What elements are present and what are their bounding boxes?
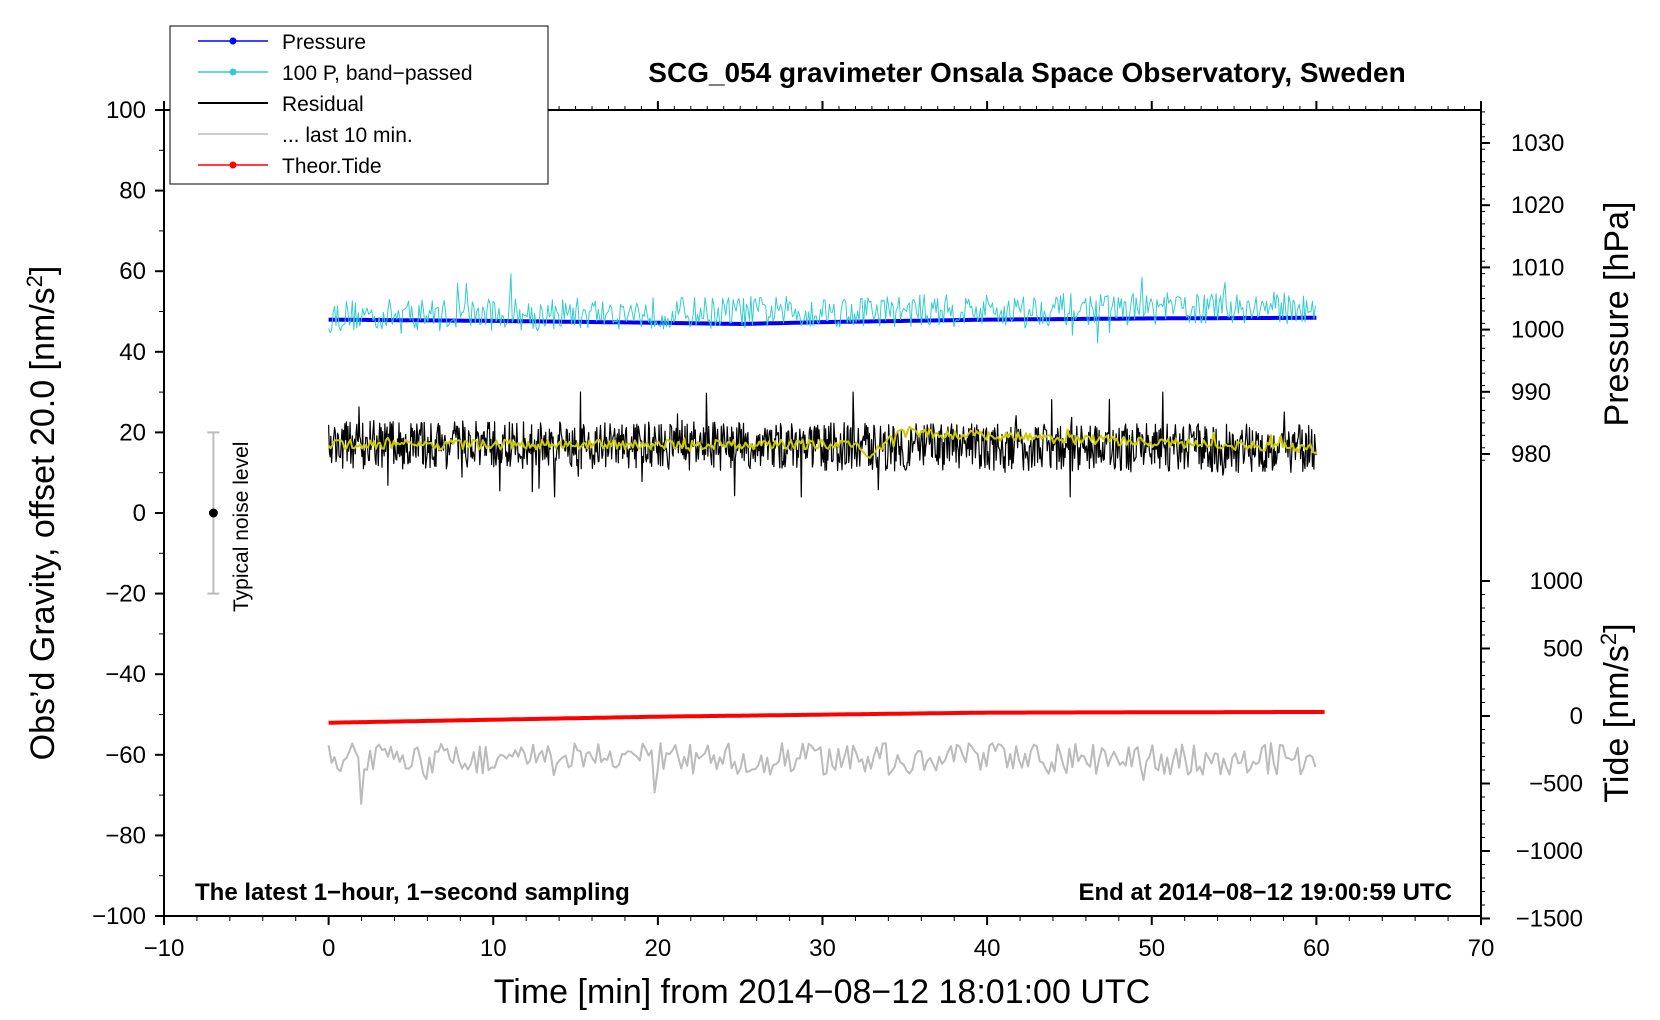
x-axis-ticks: −10 0 10 20 30 40 50 60 70: [144, 101, 1495, 962]
legend-label: Residual: [282, 93, 364, 116]
pressure-tick-label: 1020: [1511, 192, 1564, 219]
tide-tick-label: −1000: [1516, 838, 1583, 865]
legend-item-100-p-band-passed: 100 P, band−passed: [198, 62, 473, 85]
y-tick-label: −40: [105, 661, 146, 688]
tide-tick-label: 1000: [1530, 568, 1583, 595]
pressure-tick-label: 1030: [1511, 130, 1564, 157]
legend-item-residual: Residual: [198, 93, 364, 116]
x-tick-label: 20: [645, 935, 672, 962]
end-time-annotation: End at 2014−08−12 19:00:59 UTC: [1078, 879, 1452, 906]
y-axis-ticks: −100 −80 −60 −40 −20 0 20 40 60 80 100: [92, 97, 164, 930]
legend-label: 100 P, band−passed: [282, 62, 473, 85]
y-tick-label: 60: [119, 258, 146, 285]
residual-smoothed-line: [327, 425, 1317, 459]
legend-item-last-10-min: ... last 10 min.: [198, 124, 413, 147]
y-axis-title-sup: 2: [22, 275, 47, 287]
y-tick-label: −80: [105, 822, 146, 849]
legend-item-pressure: Pressure: [198, 31, 366, 54]
x-tick-label: 0: [322, 935, 335, 962]
tide-tick-label: 500: [1543, 636, 1583, 663]
noise-label: Typical noise level: [230, 442, 253, 612]
legend-marker: [229, 161, 237, 169]
tide-axis-title: Tide [nm/s2]: [1596, 623, 1637, 802]
x-tick-label: 30: [809, 935, 836, 962]
tide-axis-title-sup: 2: [1596, 633, 1621, 645]
tide-tick-label: 0: [1570, 703, 1583, 730]
chart-title: SCG_054 gravimeter Onsala Space Observat…: [648, 57, 1405, 88]
theor-tide-line: [328, 710, 1325, 725]
series-layer: [327, 273, 1325, 805]
y-tick-label: −20: [105, 581, 146, 608]
x-tick-label: 60: [1303, 935, 1330, 962]
x-tick-label: 50: [1138, 935, 1165, 962]
y-tick-label: 40: [119, 339, 146, 366]
y-tick-label: 0: [133, 500, 146, 527]
100-p-band-passed-line: [328, 273, 1316, 344]
pressure-tick-label: 980: [1511, 441, 1551, 468]
tide-axis-ticks: −1500 −1000 −500 0 500 1000: [1481, 568, 1583, 933]
last-10-min-line: [327, 742, 1317, 805]
legend-marker: [229, 37, 237, 45]
y-tick-label: −60: [105, 742, 146, 769]
y-tick-label: −100: [92, 903, 146, 930]
tide-tick-label: −500: [1529, 771, 1583, 798]
noise-bar-center-dot: [208, 508, 218, 518]
legend-box: [169, 25, 549, 185]
y-tick-label: 100: [106, 97, 146, 124]
pressure-axis-ticks: 980 990 1000 1010 1020 1030: [1481, 130, 1564, 468]
pressure-tick-label: 1010: [1511, 254, 1564, 281]
legend-item-theor-tide: Theor.Tide: [198, 155, 382, 178]
legend-label: ... last 10 min.: [282, 124, 413, 147]
legend: Pressure 100 P, band−passed Residual ... la…: [169, 25, 549, 185]
tide-tick-label: −1500: [1516, 906, 1583, 933]
pressure-axis-title: Pressure [hPa]: [1598, 202, 1636, 427]
minor-ticks: [159, 106, 1485, 921]
legend-label: Pressure: [282, 31, 366, 54]
y-tick-label: 20: [119, 419, 146, 446]
sampling-annotation: The latest 1−hour, 1−second sampling: [195, 879, 630, 906]
legend-label: Theor.Tide: [282, 155, 382, 178]
typical-noise-bar: [207, 431, 220, 595]
legend-marker: [229, 68, 237, 76]
x-axis-title: Time [min] from 2014−08−12 18:01:00 UTC: [494, 973, 1150, 1011]
x-tick-label: −10: [144, 935, 185, 962]
x-tick-label: 40: [974, 935, 1001, 962]
pressure-tick-label: 990: [1511, 379, 1551, 406]
y-tick-label: 80: [119, 178, 146, 205]
pressure-line: [328, 315, 1317, 327]
x-tick-label: 70: [1468, 935, 1495, 962]
residual-line: [328, 391, 1317, 498]
pressure-tick-label: 1000: [1511, 317, 1564, 344]
x-tick-label: 10: [480, 935, 507, 962]
y-axis-title: Obs’d Gravity, offset 20.0 [nm/s2]: [22, 266, 63, 761]
